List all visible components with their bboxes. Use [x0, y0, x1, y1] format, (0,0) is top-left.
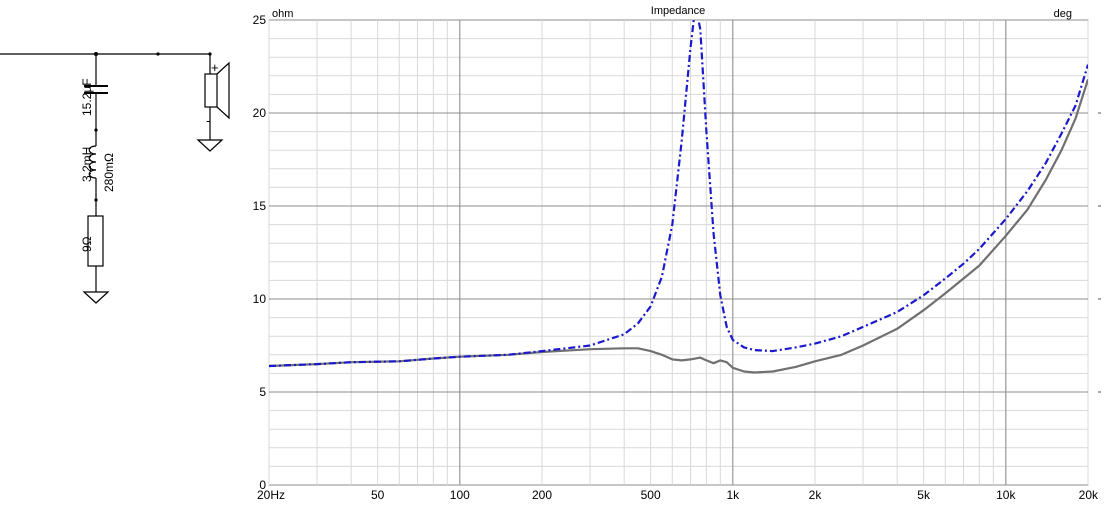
series-layer [269, 20, 1088, 374]
speaker-cone [216, 61, 230, 120]
y-tick-label: 15 [253, 199, 267, 213]
crossover-schematic [0, 52, 230, 304]
y2-axis-label: deg [1054, 8, 1072, 20]
major-grid [269, 20, 1088, 485]
x-tick-labels: 20Hz 50 100 200 500 1k 2k 5k 10k 20k [257, 488, 1099, 502]
inductor-resistance-label: 280mΩ [102, 153, 116, 192]
x-tick-label: 10k [996, 488, 1016, 502]
ground-icon [82, 291, 110, 304]
speaker-minus-label: - [206, 113, 210, 128]
speaker-plus-label: + [211, 60, 219, 75]
x-tick-label: 1k [726, 488, 740, 502]
x-tick-label: 500 [641, 488, 661, 502]
capacitor-label: 15.2µF [80, 78, 94, 116]
x-tick-label: 200 [532, 488, 552, 502]
x-tick-label: 100 [450, 488, 470, 502]
speaker-ground-icon [196, 139, 224, 152]
x-tick-label: 2k [809, 488, 823, 502]
system-impedance-line [269, 20, 1088, 368]
x-tick-label: 5k [917, 488, 931, 502]
inductor-coil [88, 145, 97, 179]
y-axis-label: ohm [272, 8, 293, 20]
y-tick-labels: 0 5 10 15 20 25 [253, 13, 267, 492]
resistor-label: 9Ω [80, 236, 94, 252]
speaker-icon [204, 73, 218, 108]
y-tick-label: 20 [253, 106, 267, 120]
x-tick-label: 20k [1079, 488, 1099, 502]
impedance-chart: 20Hz 50 100 200 500 1k 2k 5k 10k 20k 0 5 10 15 20 25 I… [253, 5, 1101, 502]
plot-area [268, 19, 1089, 486]
inductor-label: 3.2mH [80, 147, 94, 182]
x-tick-label: 50 [371, 488, 385, 502]
chart-title: Impedance [651, 5, 705, 17]
wire-node [156, 52, 160, 56]
y-tick-label: 5 [259, 385, 266, 399]
right-axis-ticks [1098, 112, 1101, 393]
y-tick-label: 0 [259, 478, 266, 492]
y-tick-label: 25 [253, 13, 267, 27]
minor-grid [268, 20, 1089, 485]
x-tick-label: 20Hz [257, 488, 285, 502]
y-tick-label: 10 [253, 292, 267, 306]
